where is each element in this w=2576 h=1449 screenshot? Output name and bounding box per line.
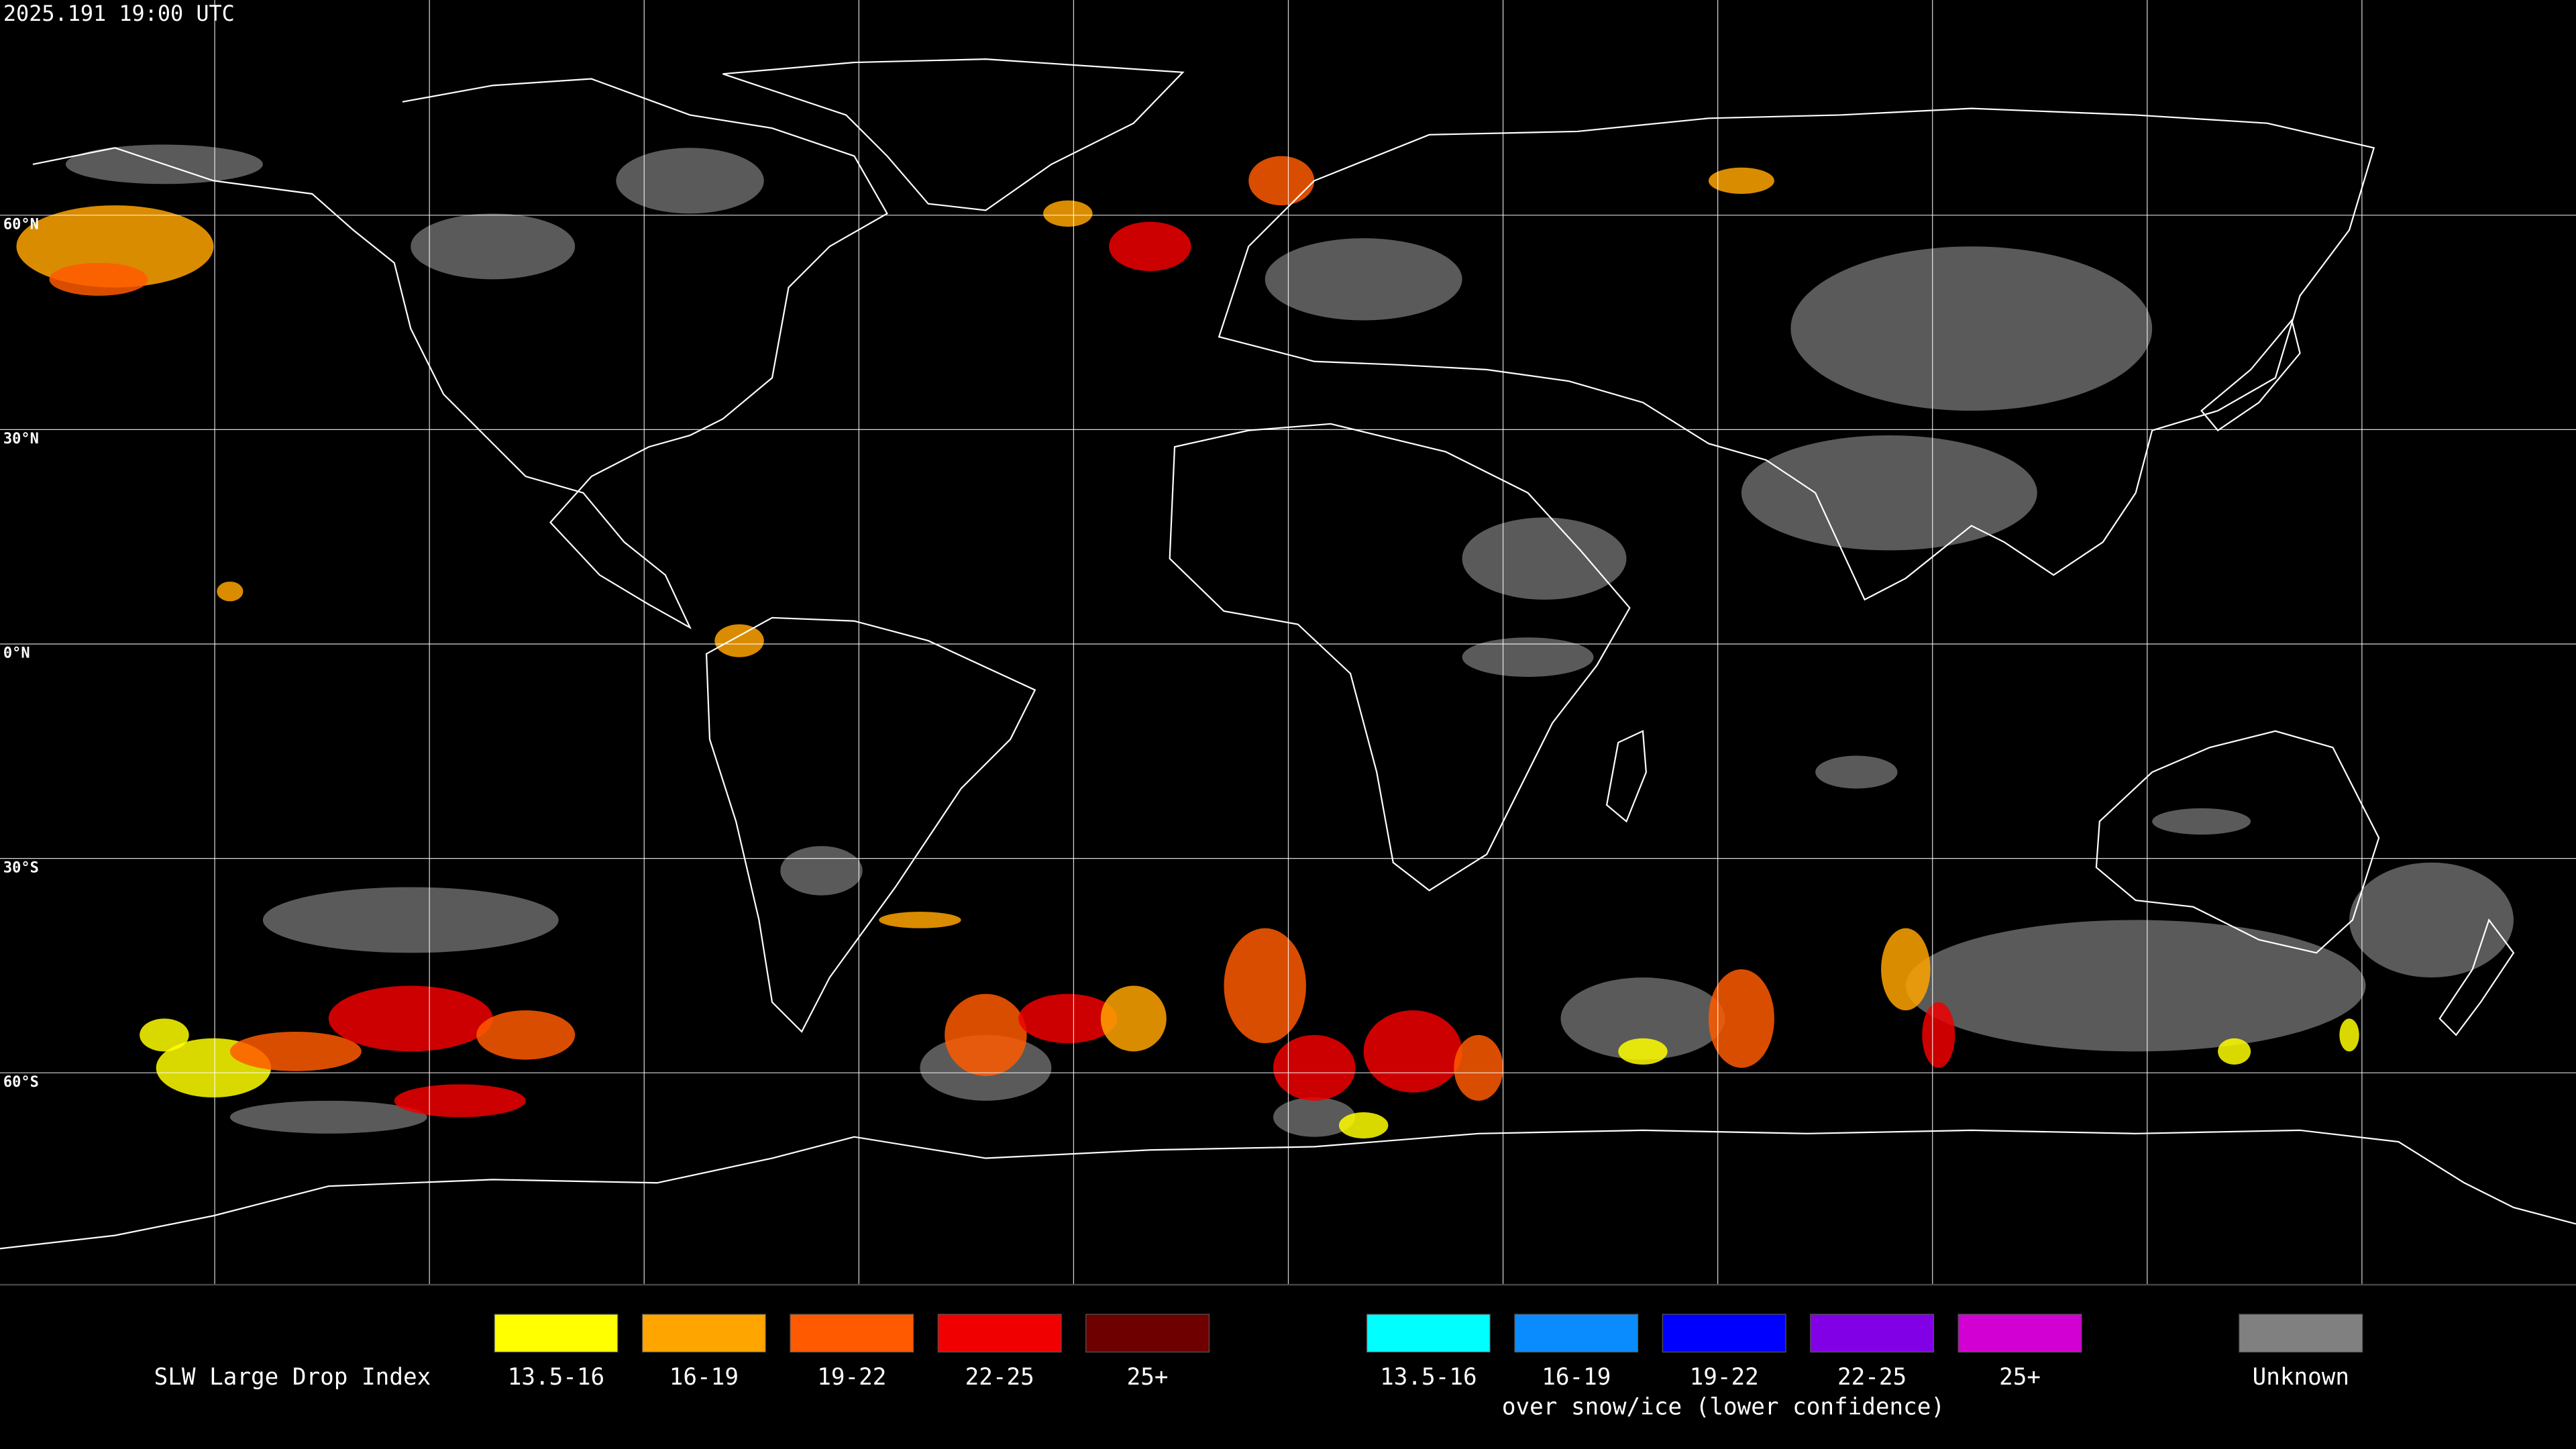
cloud-slw [49,262,148,296]
legend-label: 25+ [1999,1364,2041,1391]
cloud-slw [229,1031,362,1071]
cloud-slw [16,205,214,288]
cloud-slw [945,994,1027,1077]
latitude-label: 0°N [3,645,30,662]
latitude-label: 30°N [3,431,39,447]
cloud-unknown [1462,637,1594,677]
graticule: 60°N 30°N 0°N 30°S 60°S [0,0,2576,1285]
cloud-unknown [1815,755,1898,789]
legend-swatch [1810,1313,1935,1353]
legend-note: over snow/ice (lower confidence) [1502,1393,1945,1420]
coastlines [0,58,2576,1250]
cloud-unknown [1560,977,1725,1060]
cloud-slw [1454,1034,1503,1101]
cloud-slw [2218,1038,2251,1065]
cloud-slw [1708,167,1774,194]
cloud-unknown [1790,246,2153,411]
legend-label: 13.5-16 [508,1364,604,1391]
madagascar [1605,730,1647,823]
cloud-slw [1248,156,1315,206]
new-zealand [2438,918,2515,1036]
cloud-slw [1224,928,1306,1044]
legend-swatch [937,1313,1062,1353]
cloud-layer [16,144,2514,1139]
cloud-unknown [1741,435,2037,551]
cloud-slw [1018,994,1118,1044]
cloud-slw [140,1018,189,1052]
cloud-slw [1363,1010,1462,1093]
cloud-unknown [1265,238,1462,321]
cloud-unknown [1905,920,2366,1052]
legend-label: 13.5-16 [1380,1364,1477,1391]
cloud-unknown [616,148,764,214]
cloud-unknown [411,213,576,280]
cloud-slw [1100,985,1167,1052]
cloud-slw [879,912,961,928]
cloud-slw [1273,1034,1356,1101]
cloud-slw [476,1010,576,1060]
legend-label: Unknown [2253,1364,2349,1391]
legend-title: SLW Large Drop Index [154,1364,431,1391]
cloud-slw [1881,928,1931,1011]
legend-label: 16-19 [669,1364,739,1391]
legend-swatch [1662,1313,1786,1353]
cloud-slw [714,624,764,657]
antarctica [0,1129,2576,1250]
legend-swatch [1957,1313,2082,1353]
greenland [722,58,1185,211]
cloud-slw [1922,1002,1955,1068]
legend-swatch [2239,1313,2363,1353]
australia [2095,730,2380,954]
timestamp: 2025.191 19:00 UTC [3,1,235,26]
cloud-unknown [2152,808,2251,835]
south-america [705,616,1036,1033]
cloud-slw [217,581,244,602]
legend-swatch [1366,1313,1491,1353]
latitude-label: 60°S [3,1074,39,1091]
cloud-unknown [780,846,863,896]
latitude-label: 30°S [3,859,39,876]
cloud-slw [1043,200,1093,227]
legend-swatch [790,1313,914,1353]
north-america [32,78,888,630]
latitude-label: 60°N [3,217,39,233]
legend-label: 16-19 [1542,1364,1611,1391]
legend-label: 22-25 [965,1364,1034,1391]
cloud-unknown [262,887,559,953]
legend-label: 25+ [1127,1364,1169,1391]
cloud-slw [1618,1038,1668,1065]
cloud-slw [328,985,493,1052]
legend-swatch [641,1313,766,1353]
legend-label: 19-22 [817,1364,886,1391]
cloud-unknown [1273,1097,1356,1137]
cloud-slw [1338,1112,1389,1139]
africa [1169,423,1631,892]
legend-swatch [494,1313,619,1353]
legend-label: 19-22 [1690,1364,1759,1391]
cloud-unknown [229,1100,427,1134]
cloud-unknown [1462,517,1627,600]
legend: 13.5-16 16-19 19-22 22-25 25+ 13.5-16 16-19 19-… [494,1313,2363,1391]
eurasia [1218,107,2375,601]
cloud-slw [394,1084,526,1118]
cloud-slw [1109,221,1191,272]
legend-label: 22-25 [1837,1364,1907,1391]
cloud-slw [2339,1018,2359,1052]
cloud-slw [1708,969,1774,1068]
legend-swatch [1514,1313,1639,1353]
legend-swatch [1085,1313,1210,1353]
japan [2200,319,2301,432]
cloud-unknown [2349,862,2514,978]
